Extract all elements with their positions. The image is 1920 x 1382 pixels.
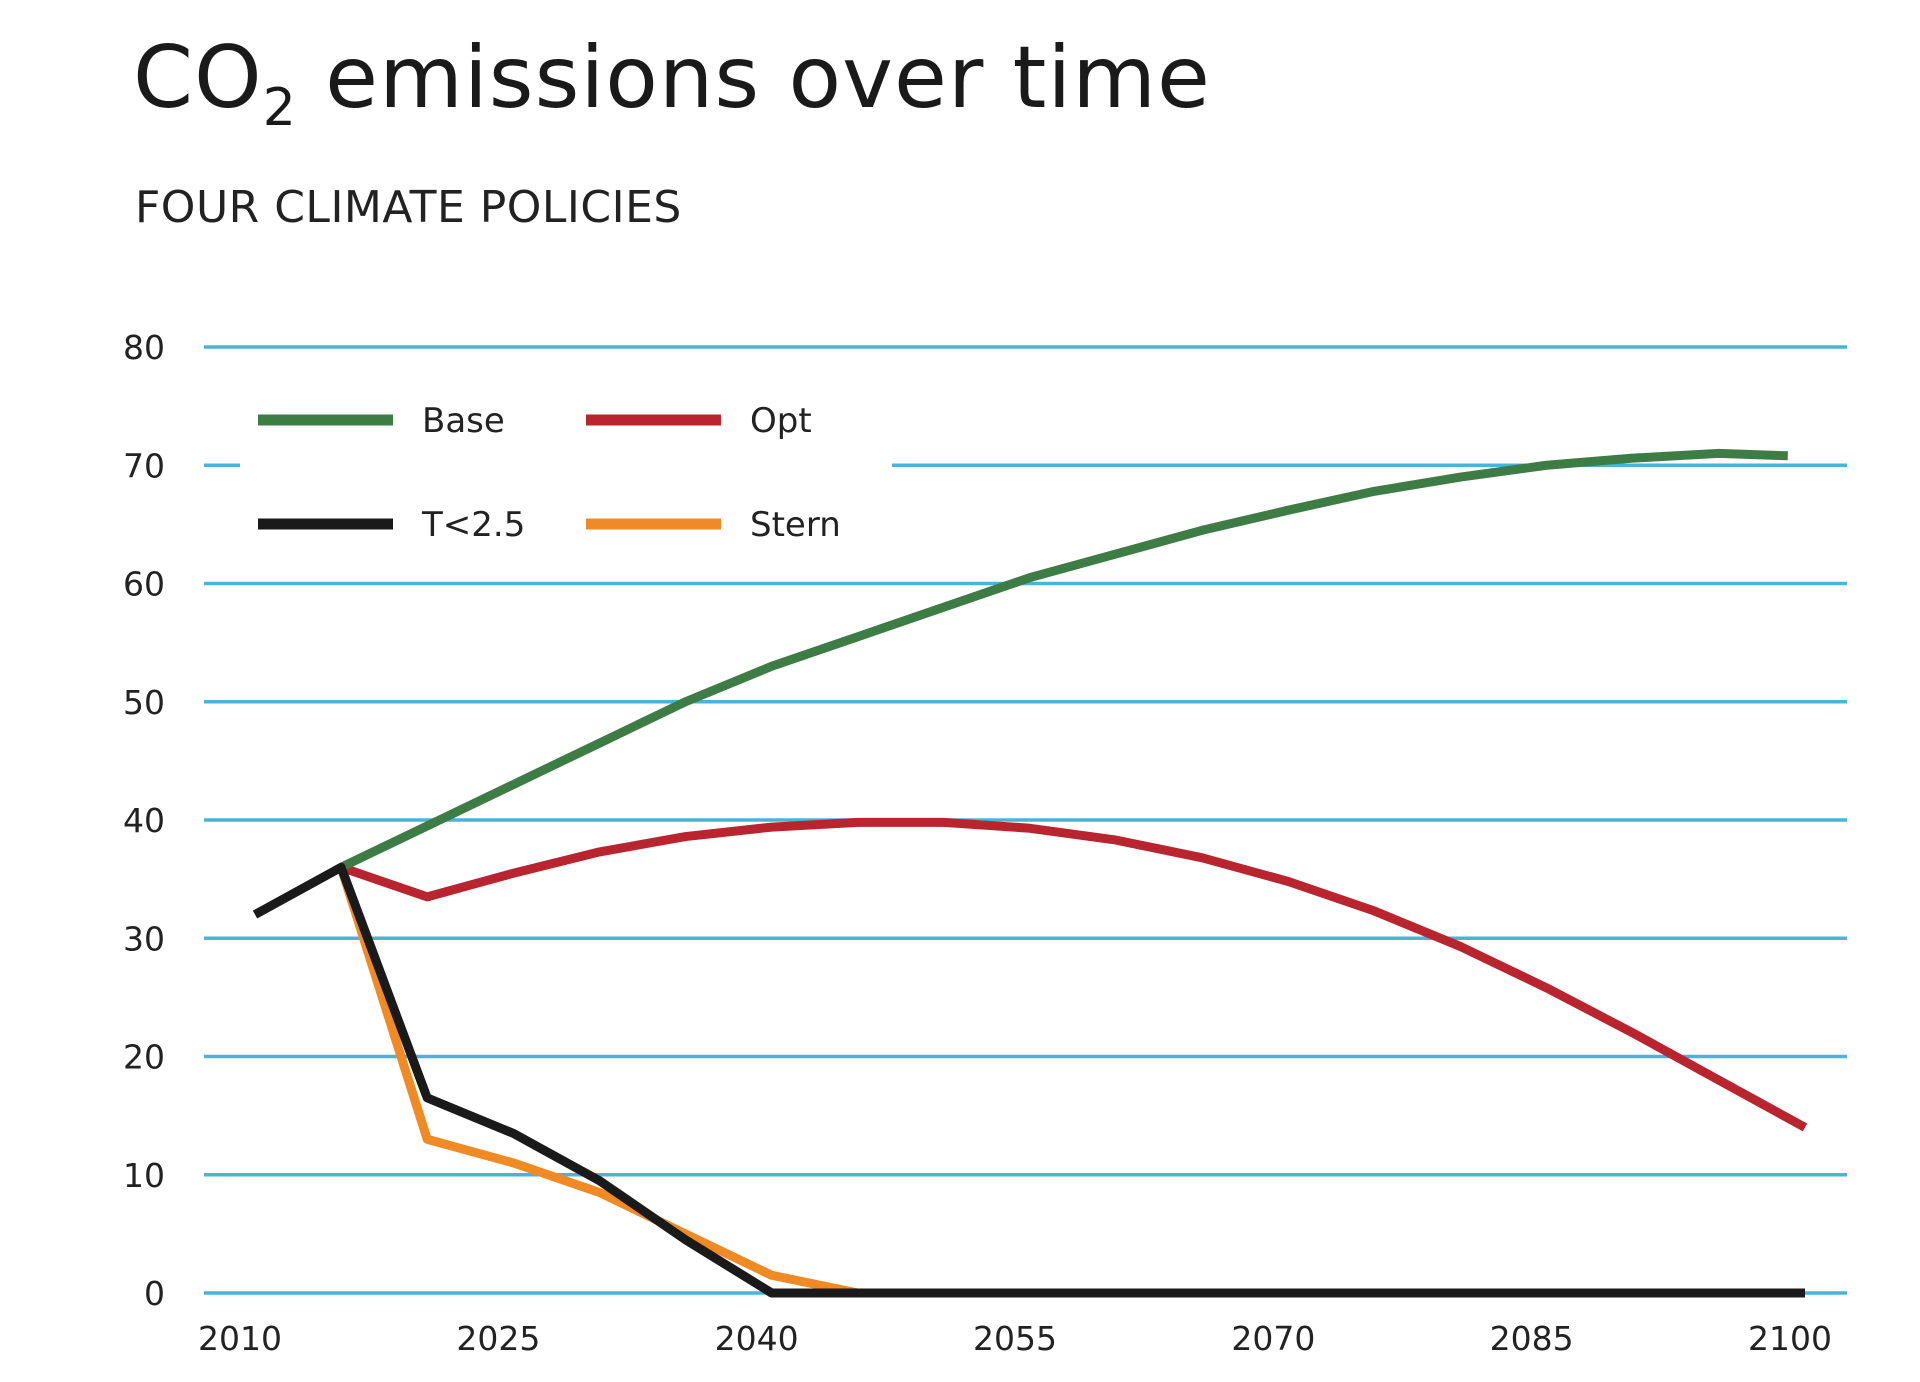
x-tick-label: 2085 (1490, 1319, 1574, 1358)
x-tick-label: 2055 (973, 1319, 1057, 1358)
series-line-opt (339, 817, 1808, 1132)
legend-label-opt: Opt (750, 401, 812, 441)
x-tick-label: 2040 (715, 1319, 799, 1358)
x-tick-label: 2025 (456, 1319, 540, 1358)
legend-background (240, 385, 892, 560)
series-line-stern (336, 865, 1805, 1298)
y-tick-label: 10 (123, 1156, 165, 1195)
y-tick-label: 30 (123, 919, 165, 958)
y-tick-label: 0 (144, 1274, 165, 1313)
x-tick-label: 2100 (1748, 1319, 1832, 1358)
legend-label-t25: T<2.5 (421, 505, 525, 545)
chart-subtitle: FOUR CLIMATE POLICIES (135, 182, 682, 233)
y-tick-label: 20 (123, 1038, 165, 1077)
chart-title: CO2 emissions over time (133, 28, 1211, 138)
x-tick-label: 2070 (1231, 1319, 1315, 1358)
series-line-t25 (252, 862, 1805, 1298)
legend-label-stern: Stern (750, 505, 841, 545)
y-tick-label: 80 (123, 328, 165, 367)
series-line-base (339, 448, 1788, 872)
y-tick-label: 50 (123, 683, 165, 722)
legend-label-base: Base (422, 401, 505, 441)
y-tick-label: 40 (123, 801, 165, 840)
x-tick-label: 2010 (198, 1319, 282, 1358)
y-tick-label: 70 (123, 446, 165, 485)
y-tick-label: 60 (123, 565, 165, 604)
